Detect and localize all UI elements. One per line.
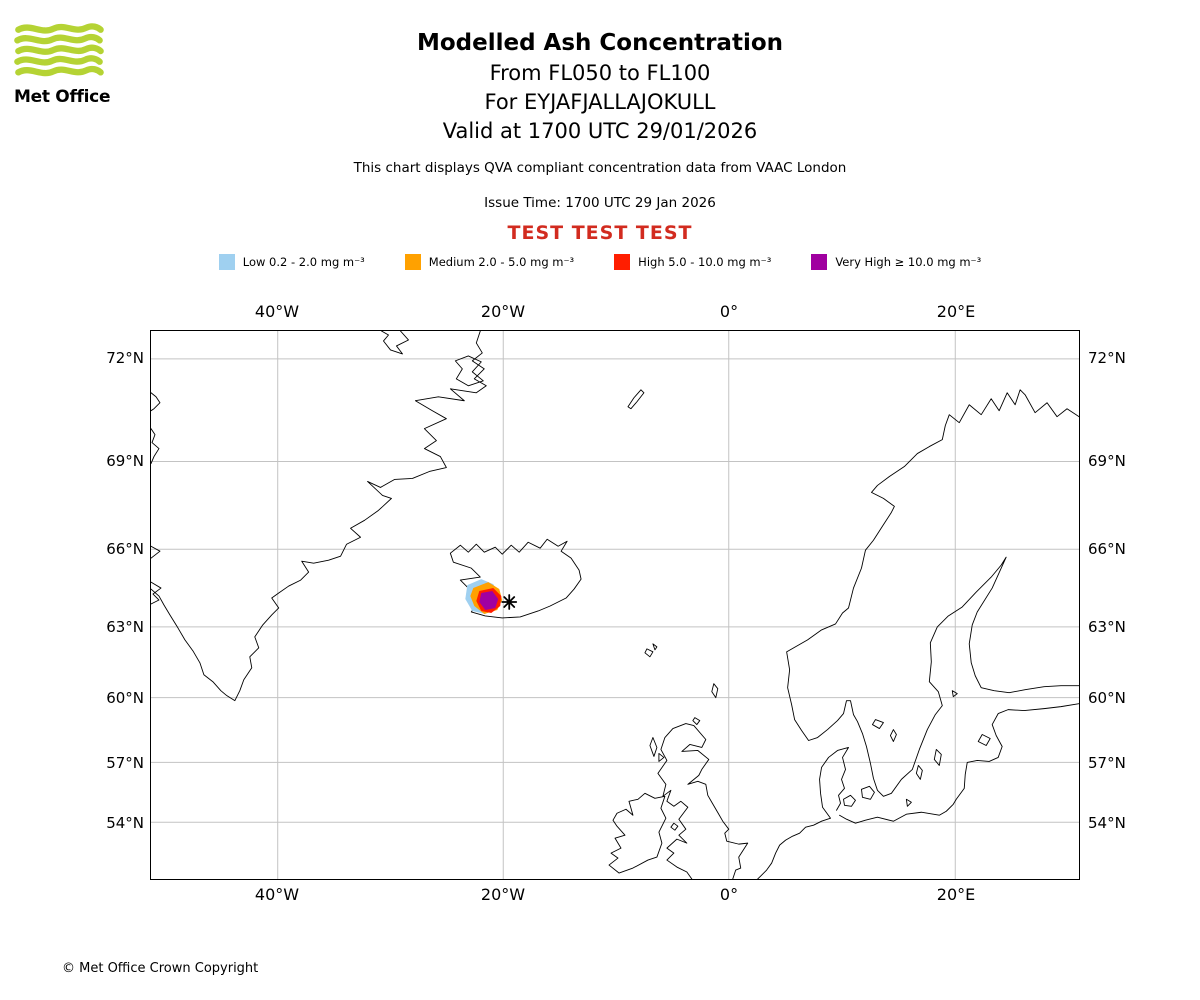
coastline-greenland-west-4 — [151, 581, 162, 605]
concentration-legend: Low 0.2 - 2.0 mg m⁻³ Medium 2.0 - 5.0 mg… — [0, 254, 1200, 270]
lat-label-left-69n: 69°N — [106, 452, 144, 470]
ash-plume — [465, 579, 503, 614]
legend-swatch-high-icon — [614, 254, 631, 270]
coastline-isle-of-man — [670, 822, 679, 831]
legend-label-high: High 5.0 - 10.0 mg m⁻³ — [638, 255, 772, 269]
coastline-hebrides — [649, 737, 658, 757]
lat-label-right-60n: 60°N — [1088, 689, 1126, 707]
coastline-faroe-1 — [644, 648, 654, 658]
lon-label-top-0: 0° — [719, 302, 739, 321]
chart-subtitle-flight-levels: From FL050 to FL100 — [489, 61, 711, 85]
legend-label-very-high: Very High ≥ 10.0 mg m⁻³ — [835, 255, 982, 269]
coastline-great-britain — [657, 723, 749, 879]
legend-swatch-very-high-icon — [811, 254, 828, 270]
map-canvas — [151, 331, 1079, 879]
lat-label-right-63n: 63°N — [1088, 618, 1126, 636]
met-office-logo-text: Met Office — [14, 87, 111, 107]
lat-label-right-69n: 69°N — [1088, 452, 1126, 470]
coastline-orkney — [692, 717, 701, 726]
coastline-denmark-netherlands — [757, 747, 849, 879]
legend-item-medium: Medium 2.0 - 5.0 mg m⁻³ — [404, 254, 575, 270]
coastline-scandinavia — [786, 389, 1079, 797]
lat-label-right-57n: 57°N — [1088, 754, 1126, 772]
coastline-saaremaa — [977, 734, 991, 746]
lon-label-bottom-0: 0° — [719, 885, 739, 904]
coastline-baltic-southeast — [839, 703, 1079, 824]
coastline-gotland — [933, 749, 942, 766]
lat-label-right-66n: 66°N — [1088, 540, 1126, 558]
lon-label-top-20e: 20°E — [936, 302, 976, 321]
issue-time-text: Issue Time: 1700 UTC 29 Jan 2026 — [484, 195, 716, 211]
chart-title: Modelled Ash Concentration — [416, 30, 784, 56]
coastline-greenland-west-3 — [151, 545, 161, 559]
qva-disclaimer-text: This chart displays QVA compliant concen… — [353, 160, 847, 176]
copyright-text: © Met Office Crown Copyright — [62, 961, 259, 976]
map-frame — [150, 330, 1080, 880]
legend-item-high: High 5.0 - 10.0 mg m⁻³ — [614, 254, 771, 270]
lat-label-left-66n: 66°N — [106, 540, 144, 558]
graticule-grid-lines — [151, 331, 1079, 879]
volcano-marker-icon — [501, 594, 518, 610]
legend-label-medium: Medium 2.0 - 5.0 mg m⁻³ — [428, 255, 575, 269]
coastline-jan-mayen — [627, 389, 645, 410]
lat-label-left-72n: 72°N — [106, 349, 144, 367]
legend-swatch-medium-icon — [404, 254, 421, 270]
chart-subtitle-volcano: For EYJAFJALLAJOKULL — [484, 90, 716, 114]
met-office-logo: Met Office — [14, 22, 118, 107]
coastline-ireland — [608, 792, 667, 874]
legend-label-low: Low 0.2 - 2.0 mg m⁻³ — [242, 255, 365, 269]
coastline-skye — [658, 753, 665, 762]
lon-label-bottom-20e: 20°E — [936, 885, 976, 904]
lat-label-left-57n: 57°N — [106, 754, 144, 772]
lon-label-bottom-40w: 40°W — [254, 885, 300, 904]
legend-item-very-high: Very High ≥ 10.0 mg m⁻³ — [811, 254, 981, 270]
lon-label-bottom-20w: 20°W — [480, 885, 526, 904]
test-banner: TEST TEST TEST — [507, 222, 693, 244]
coastline-greenland-scoresby — [454, 355, 484, 387]
coastline-bornholm — [905, 798, 912, 807]
coastline-faroe-2 — [652, 643, 658, 651]
legend-swatch-low-icon — [218, 254, 235, 270]
lake-vanern — [871, 719, 884, 729]
chart-subtitle-valid-time: Valid at 1700 UTC 29/01/2026 — [442, 119, 758, 143]
coastline-greenland-northeast — [381, 331, 409, 355]
coastline-greenland — [151, 331, 487, 702]
coastline-aland — [951, 690, 958, 698]
coastline-iceland — [449, 538, 582, 619]
legend-item-low: Low 0.2 - 2.0 mg m⁻³ — [218, 254, 365, 270]
lat-label-left-63n: 63°N — [106, 618, 144, 636]
lat-label-right-54n: 54°N — [1088, 814, 1126, 832]
coastline-oland — [915, 764, 923, 780]
lon-label-top-20w: 20°W — [480, 302, 526, 321]
chart-header: Modelled Ash Concentration From FL050 to… — [0, 30, 1200, 270]
coastline-fyn — [843, 794, 856, 807]
lat-label-left-60n: 60°N — [106, 689, 144, 707]
lon-label-top-40w: 40°W — [254, 302, 300, 321]
coastlines — [151, 331, 1079, 879]
lat-label-right-72n: 72°N — [1088, 349, 1126, 367]
lat-label-left-54n: 54°N — [106, 814, 144, 832]
met-office-waves-icon — [14, 23, 104, 77]
coastline-shetland — [711, 683, 719, 699]
coastline-greenland-west-2 — [151, 428, 160, 464]
coastline-greenland-west-1 — [151, 392, 161, 412]
plume-very-high-polygon — [479, 591, 499, 610]
lake-vattern — [889, 729, 897, 742]
coastline-zealand — [861, 785, 875, 800]
